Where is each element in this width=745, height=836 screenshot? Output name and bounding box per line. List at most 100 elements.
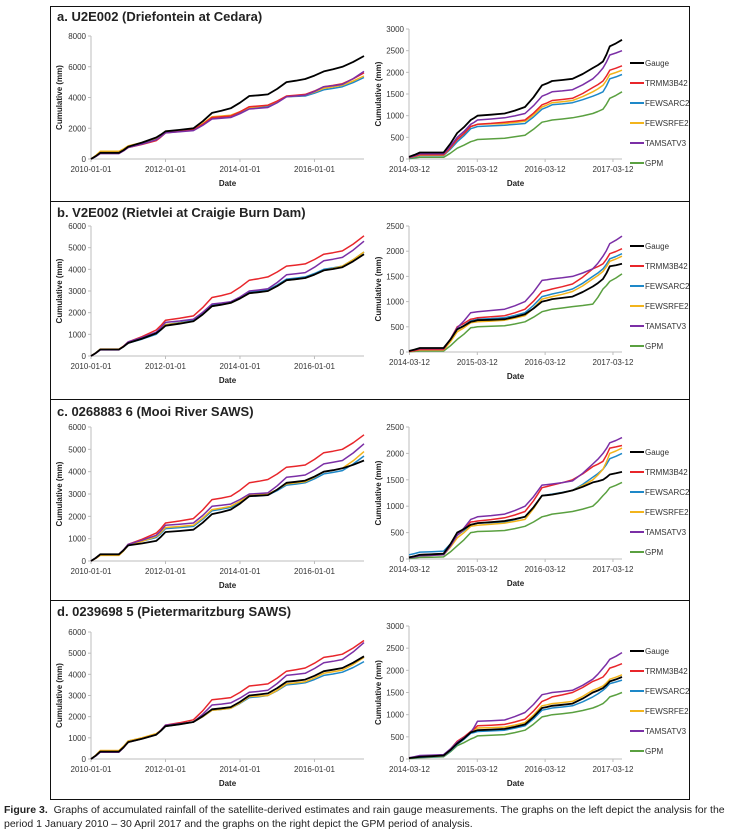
chart-b-right-legend-label-fewsarc2: FEWSARC2 <box>645 282 690 291</box>
chart-d-right-y-tick-label: 3000 <box>386 622 404 631</box>
chart-d-right-legend-label-trmm3b42: TRMM3B42 <box>645 667 688 676</box>
caption-label: Figure 3. <box>4 804 48 816</box>
figure-frame <box>50 6 690 800</box>
chart-b-right-legend-label-gauge: Gauge <box>645 242 670 251</box>
chart-a-right-x-tick-label: 2015-03-12 <box>457 165 498 174</box>
chart-c-right-series-trmm3b42 <box>408 444 623 559</box>
figure-caption: Figure 3. Graphs of accumulated rainfall… <box>4 803 744 831</box>
chart-c-right-y-tick-label: 0 <box>400 555 405 564</box>
chart-b-left-y-tick-label: 2000 <box>68 309 86 318</box>
panel-a <box>50 6 690 202</box>
chart-d-left-y-tick-label: 2000 <box>68 713 86 722</box>
chart-a-left-x-tick-label: 2016-01-01 <box>294 165 335 174</box>
chart-d-right-y-tick-label: 2500 <box>386 644 404 653</box>
chart-c-right-x-tick-label: 2014-03-12 <box>389 565 430 574</box>
chart-c-left-y-tick-label: 1000 <box>68 535 86 544</box>
chart-a-right-legend-label-gauge: Gauge <box>645 59 670 68</box>
chart-c-left-y-tick-label: 6000 <box>68 423 86 432</box>
chart-a-left-y-tick-label: 8000 <box>68 32 86 41</box>
chart-a-left-x-tick-label: 2012-01-01 <box>145 165 186 174</box>
chart-d-right-x-axis-label: Date <box>507 779 525 788</box>
chart-b-left-y-tick-label: 0 <box>82 352 87 361</box>
chart-a-right-legend-label-fewsrfe2: FEWSRFE2 <box>645 119 689 128</box>
chart-a-right-legend-label-trmm3b42: TRMM3B42 <box>645 79 688 88</box>
chart-b-right-y-tick-label: 2000 <box>386 247 404 256</box>
chart-d-right-y-tick-label: 0 <box>400 755 405 764</box>
chart-d-right-legend-label-gpm: GPM <box>645 747 664 756</box>
chart-d-right-legend-label-tamsatv3: TAMSATV3 <box>645 727 687 736</box>
chart-c-right-series-tamsatv3 <box>408 436 623 559</box>
chart-a-right-series-tamsatv3 <box>408 49 623 159</box>
chart-b-right-y-tick-label: 1500 <box>386 272 404 281</box>
chart-a-right-y-tick-label: 0 <box>400 155 405 164</box>
chart-b-right-series-fewsrfe2 <box>408 255 623 353</box>
chart-a-right-y-axis-label: Cumulative (mm) <box>374 61 383 126</box>
chart-c-left-series-tamsatv3 <box>90 443 365 562</box>
chart-a-right-y-tick-label: 2500 <box>386 47 404 56</box>
chart-d-right-y-tick-label: 2000 <box>386 666 404 675</box>
chart-a-left-y-axis-label: Cumulative (mm) <box>55 65 64 130</box>
chart-c-right-x-tick-label: 2015-03-12 <box>457 565 498 574</box>
chart-b-right-legend-label-trmm3b42: TRMM3B42 <box>645 262 688 271</box>
chart-b-right-series-fewsarc2 <box>408 253 623 353</box>
chart-b-left-x-axis-label: Date <box>219 376 237 385</box>
chart-b-right-y-axis-label: Cumulative (mm) <box>374 256 383 321</box>
chart-c-right-legend-label-gauge: Gauge <box>645 448 670 457</box>
chart-b-right-x-tick-label: 2017-03-12 <box>593 358 634 367</box>
chart-b-right-legend-label-gpm: GPM <box>645 342 664 351</box>
chart-c-left-x-tick-label: 2014-01-01 <box>220 567 261 576</box>
chart-b-right-y-tick-label: 0 <box>400 348 405 357</box>
chart-c-left-y-tick-label: 3000 <box>68 490 86 499</box>
chart-a-left-y-tick-label: 2000 <box>68 124 86 133</box>
chart-a-left-x-tick-label: 2010-01-01 <box>71 165 112 174</box>
chart-a-right-x-tick-label: 2014-03-12 <box>389 165 430 174</box>
chart-a-left-series-gauge <box>90 55 365 160</box>
chart-a-right-y-tick-label: 1000 <box>386 112 404 121</box>
chart-c-left-series-trmm3b42 <box>90 434 365 562</box>
chart-d-left-x-tick-label: 2010-01-01 <box>71 765 112 774</box>
chart-d-right-y-tick-label: 500 <box>391 733 405 742</box>
chart-d-right-x-tick-label: 2014-03-12 <box>389 765 430 774</box>
chart-d-right-legend-label-gauge: Gauge <box>645 647 670 656</box>
chart-a-right-y-tick-label: 1500 <box>386 90 404 99</box>
chart-a-right-x-axis-label: Date <box>507 179 525 188</box>
chart-d-left-x-axis-label: Date <box>219 779 237 788</box>
chart-b-right-x-axis-label: Date <box>507 372 525 381</box>
chart-d-right-series-trmm3b42 <box>408 663 623 759</box>
chart-c-right-x-tick-label: 2017-03-12 <box>593 565 634 574</box>
chart-a-right-y-tick-label: 3000 <box>386 25 404 34</box>
chart-b-left-x-tick-label: 2014-01-01 <box>220 362 261 371</box>
chart-b-right-series-trmm3b42 <box>408 248 623 353</box>
chart-c-right-x-axis-label: Date <box>507 579 525 588</box>
chart-d-right-legend-label-fewsrfe2: FEWSRFE2 <box>645 707 689 716</box>
chart-a-left-y-tick-label: 0 <box>82 155 87 164</box>
chart-c-right-legend-label-fewsrfe2: FEWSRFE2 <box>645 508 689 517</box>
chart-b-right-x-tick-label: 2014-03-12 <box>389 358 430 367</box>
panel-title-c: c. 0268883 6 (Mooi River SAWS) <box>57 404 254 419</box>
chart-d-left-y-tick-label: 3000 <box>68 692 86 701</box>
chart-b-left-y-tick-label: 6000 <box>68 222 86 231</box>
chart-c-right-legend-label-fewsarc2: FEWSARC2 <box>645 488 690 497</box>
chart-d-right-series-tamsatv3 <box>408 651 623 759</box>
chart-d-left-x-tick-label: 2012-01-01 <box>145 765 186 774</box>
chart-c-right-y-tick-label: 1500 <box>386 476 404 485</box>
chart-b-left-y-tick-label: 1000 <box>68 330 86 339</box>
chart-c-left-x-axis-label: Date <box>219 581 237 590</box>
chart-a-right-series-gpm <box>408 91 623 160</box>
chart-c-left-x-tick-label: 2016-01-01 <box>294 567 335 576</box>
chart-c-right-y-axis-label: Cumulative (mm) <box>374 460 383 525</box>
chart-b-right-legend-label-fewsrfe2: FEWSRFE2 <box>645 302 689 311</box>
chart-a-right-series-gauge <box>408 39 623 158</box>
chart-c-left-y-tick-label: 0 <box>82 557 87 566</box>
chart-b-left-series-tamsatv3 <box>90 240 365 357</box>
chart-c-left-y-tick-label: 2000 <box>68 512 86 521</box>
chart-a-right-x-tick-label: 2016-03-12 <box>525 165 566 174</box>
panel-title-a: a. U2E002 (Driefontein at Cedara) <box>57 9 263 24</box>
chart-b-left-x-tick-label: 2010-01-01 <box>71 362 112 371</box>
chart-b-right-series-tamsatv3 <box>408 235 623 352</box>
chart-b-right-legend-label-tamsatv3: TAMSATV3 <box>645 322 687 331</box>
chart-b-right-series-gauge <box>408 262 623 352</box>
chart-a-right-y-tick-label: 2000 <box>386 68 404 77</box>
chart-b-left-x-tick-label: 2016-01-01 <box>294 362 335 371</box>
panel-title-b: b. V2E002 (Rietvlei at Craigie Burn Dam) <box>57 205 306 220</box>
